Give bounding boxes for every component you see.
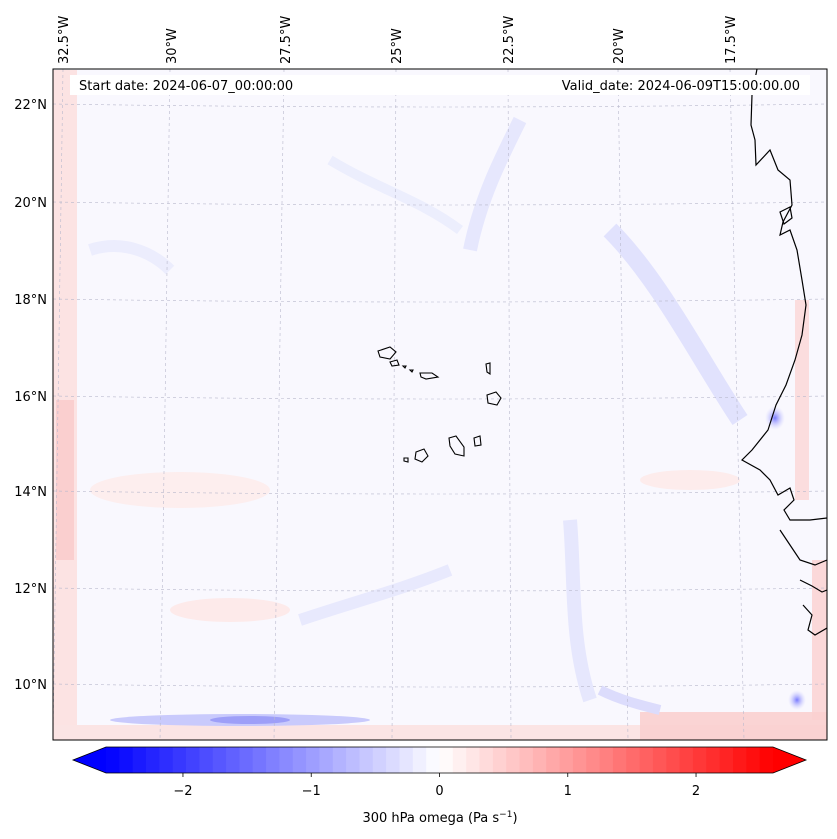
colorbar-cell [639, 747, 654, 773]
colorbar-title-sup: −1 [499, 810, 512, 820]
colorbar-cell [132, 747, 147, 773]
colorbar-cell [252, 747, 267, 773]
colorbar-cell [212, 747, 227, 773]
map-frame [52, 68, 828, 741]
lat-tick-18n: 18°N [14, 293, 47, 308]
colorbar-cell [519, 747, 534, 773]
colorbar-cell [306, 747, 321, 773]
colorbar-cell [372, 747, 387, 773]
colorbar-cell [692, 747, 707, 773]
colorbar-cell [546, 747, 561, 773]
lat-tick-16n: 16°N [14, 390, 47, 405]
cb-tick-label: 1 [564, 784, 572, 799]
colorbar-cell [172, 747, 187, 773]
colorbar-cell [732, 747, 747, 773]
colorbar-cell [559, 747, 574, 773]
colorbar-cell [386, 747, 401, 773]
lat-tick-12n: 12°N [14, 582, 47, 597]
lon-tick-22-5w: 22.5°W [502, 16, 517, 64]
lat-tick-20n: 20°N [14, 196, 47, 211]
colorbar-max-arrow [773, 747, 806, 773]
colorbar-cell [679, 747, 694, 773]
colorbar-cell [666, 747, 681, 773]
colorbar-cell [266, 747, 281, 773]
colorbar-cell [319, 747, 334, 773]
colorbar-cell [719, 747, 734, 773]
colorbar-cell [199, 747, 214, 773]
colorbar-cell [572, 747, 587, 773]
lon-tick-30w: 30°W [165, 28, 180, 64]
colorbar-cell [759, 747, 774, 773]
colorbar-title-main: 300 hPa omega (Pa s [362, 811, 499, 826]
colorbar-cell [506, 747, 521, 773]
colorbar-cell [146, 747, 160, 773]
colorbar-cell [346, 747, 361, 773]
latitude-ticks: 22°N 20°N 18°N 16°N 14°N 12°N 10°N [14, 98, 47, 693]
colorbar-cell [599, 747, 614, 773]
lon-tick-27-5w: 27.5°W [279, 16, 294, 64]
start-date-label: Start date: 2024-06-07_00:00:00 [79, 79, 293, 94]
lat-tick-22n: 22°N [14, 98, 47, 113]
colorbar-min-arrow [73, 747, 106, 773]
colorbar-cell [626, 747, 641, 773]
lon-tick-20w: 20°W [612, 28, 627, 64]
colorbar-cell [479, 747, 494, 773]
cape-verde-islands [377, 346, 502, 463]
africa-coastline [741, 69, 827, 636]
cb-tick-label: 2 [692, 784, 700, 799]
cb-tick-label: −1 [302, 784, 321, 799]
colorbar-cell [586, 747, 601, 773]
longitude-ticks: 32.5°W 30°W 27.5°W 25°W 22.5°W 20°W 17.5… [57, 16, 739, 64]
colorbar-cell [706, 747, 721, 773]
colorbar-cell [106, 747, 120, 773]
map-panel: Start date: 2024-06-07_00:00:00 Valid_da… [52, 68, 828, 741]
cb-tick-label: 0 [435, 784, 443, 799]
colorbar-cell [292, 747, 307, 773]
cb-tick-label: −2 [173, 784, 192, 799]
colorbar-cell [119, 747, 134, 773]
colorbar-cell [746, 747, 761, 773]
colorbar-cell [439, 747, 454, 773]
valid-date-label: Valid_date: 2024-06-09T15:00:00.00 [562, 79, 800, 94]
colorbar-cell [332, 747, 347, 773]
colorbar-cell [359, 747, 374, 773]
colorbar-cell [492, 747, 507, 773]
colorbar-cell [532, 747, 547, 773]
colorbar-cell [412, 747, 427, 773]
colorbar-cells [106, 747, 774, 773]
colorbar-cell [612, 747, 627, 773]
colorbar-cell [159, 747, 174, 773]
colorbar-ticks: −2 −1 0 1 2 [173, 773, 700, 799]
omega-field [53, 70, 827, 740]
colorbar-cell [226, 747, 240, 773]
colorbar-cell [426, 747, 441, 773]
colorbar-cell [186, 747, 200, 773]
colorbar-title: 300 hPa omega (Pa s−1) [362, 810, 517, 826]
colorbar-outline [71, 746, 808, 774]
lon-tick-17-5w: 17.5°W [724, 16, 739, 64]
colorbar-title-end: ) [512, 811, 517, 826]
lat-tick-10n: 10°N [14, 678, 47, 693]
colorbar-cell [279, 747, 294, 773]
colorbar-cell [239, 747, 254, 773]
lon-tick-25w: 25°W [390, 28, 405, 64]
lon-tick-32-5w: 32.5°W [57, 16, 72, 64]
lat-tick-14n: 14°N [14, 485, 47, 500]
colorbar: −2 −1 0 1 2 300 hPa omega (Pa s−1) [71, 746, 808, 826]
colorbar-cell [399, 747, 414, 773]
colorbar-cell [652, 747, 667, 773]
colorbar-cell [466, 747, 481, 773]
graticule [53, 69, 827, 740]
header-band [70, 75, 810, 95]
colorbar-cell [452, 747, 467, 773]
